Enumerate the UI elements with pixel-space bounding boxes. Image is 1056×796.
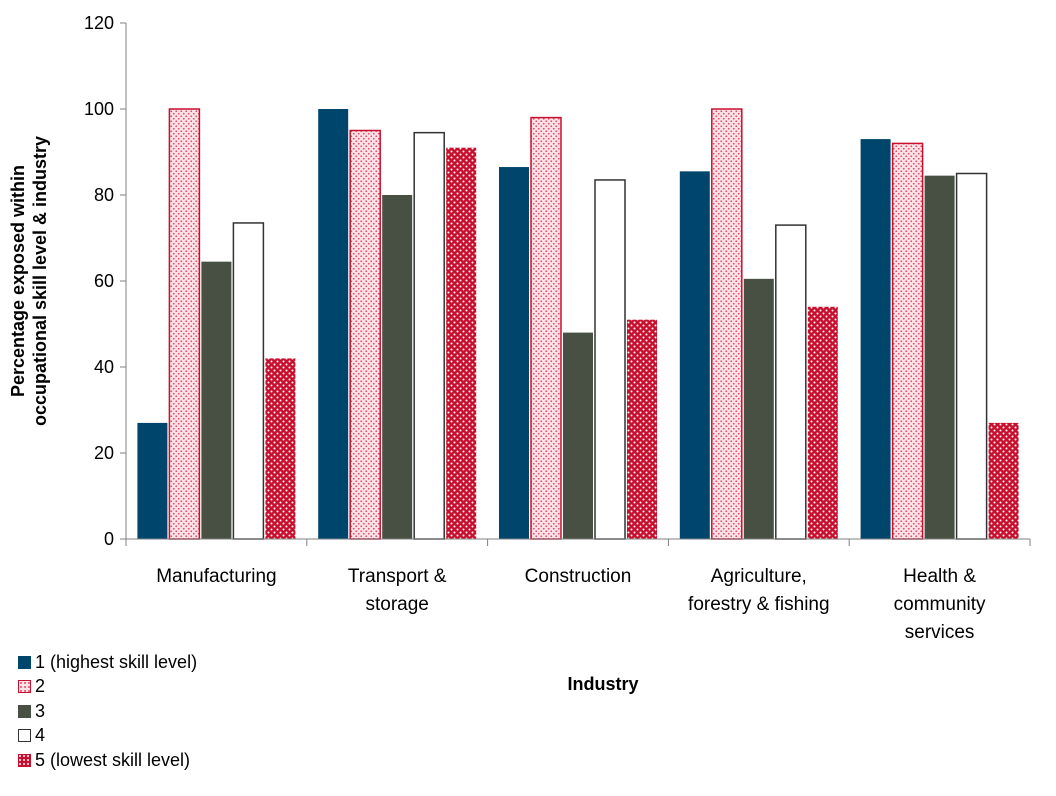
bar-series-5-4	[807, 306, 838, 539]
y-axis-title: Percentage exposed within occupational sk…	[8, 136, 50, 426]
bar-series-1-4	[679, 171, 710, 539]
legend-label: 3	[35, 700, 46, 721]
bar-series-5-3	[627, 319, 657, 539]
bar-series-4-1	[232, 222, 265, 540]
y-tick-label: 100	[84, 99, 114, 119]
x-category-label: Health & community services	[894, 566, 986, 643]
legend-swatch	[18, 704, 31, 718]
y-tick-label: 20	[94, 443, 114, 463]
y-tick-label: 40	[94, 357, 114, 377]
bar-series-4-4	[775, 224, 807, 540]
bar-series-1-5	[860, 139, 891, 539]
x-category-label: Construction	[525, 566, 632, 587]
legend-label: 5 (lowest skill level)	[35, 749, 191, 770]
legend-item: 1 (highest skill level)	[18, 650, 197, 675]
legend-item: 2	[18, 675, 197, 700]
legend-item: 3	[18, 699, 197, 724]
legend-item: 5 (lowest skill level)	[18, 748, 197, 773]
bar-series-2-2	[349, 129, 381, 540]
bar-series-3-4	[743, 278, 774, 539]
bar-series-5-1	[265, 358, 296, 539]
legend-label: 2	[35, 676, 46, 697]
legend-swatch	[18, 753, 31, 767]
x-category-label: Transport & storage	[348, 566, 447, 615]
y-tick-label: 60	[94, 271, 114, 291]
x-category-label: Manufacturing	[156, 566, 276, 587]
legend-label: 4	[35, 725, 46, 746]
bar-series-3-5	[924, 175, 955, 539]
x-category-label: Agriculture, forestry & fishing	[688, 566, 830, 615]
legend-label: 1 (highest skill level)	[35, 651, 198, 672]
bar-series-2-3	[530, 116, 562, 540]
bar-series-3-3	[563, 332, 593, 539]
axis-labels: 0 20 40 60 80 100 120 Manufacturing Transport & s…	[8, 13, 986, 694]
bar-series-2-1	[168, 108, 201, 540]
bar-series-3-1	[201, 261, 232, 539]
axes	[120, 22, 1031, 546]
legend-swatch	[18, 655, 31, 669]
legend-swatch	[18, 680, 31, 694]
y-tick-label: 80	[94, 185, 114, 205]
bar-series-5-2	[446, 147, 477, 539]
legend-swatch	[18, 729, 31, 743]
y-tick-label: 120	[84, 13, 114, 33]
bar-series-1-1	[137, 422, 168, 539]
bar-series-3-2	[382, 195, 413, 539]
bar-series-1-2	[318, 109, 349, 539]
bar-series-4-3	[594, 179, 626, 540]
bar-series-2-5	[891, 142, 924, 540]
bar-series-4-5	[955, 172, 988, 540]
y-tick-label: 0	[104, 529, 114, 549]
bar-series-4-2	[413, 131, 445, 540]
bar-series-1-3	[499, 167, 529, 540]
x-axis-title: Industry	[567, 674, 638, 694]
plot-area	[137, 108, 1019, 540]
legend: 1 (highest skill level) 2 3 4 5 (lowest skil…	[18, 650, 197, 773]
legend-item: 4	[18, 724, 197, 749]
bar-series-5-5	[988, 422, 1019, 539]
bar-series-2-4	[711, 108, 743, 540]
